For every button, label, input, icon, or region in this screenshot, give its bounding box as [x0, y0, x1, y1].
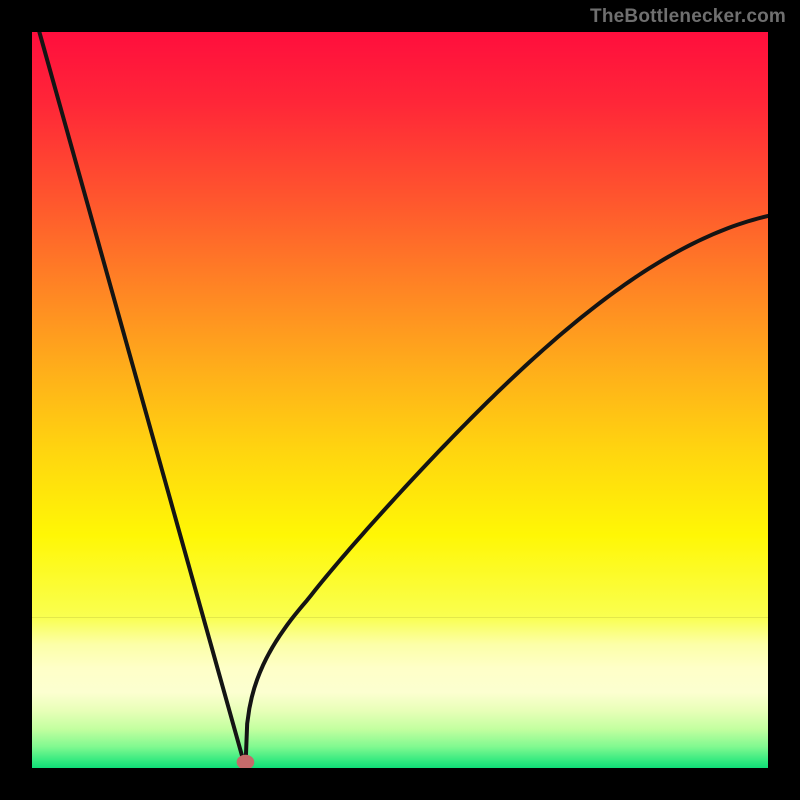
- watermark-text: TheBottlenecker.com: [590, 6, 786, 28]
- chart-svg: [32, 32, 768, 768]
- gradient-lower: [32, 617, 768, 768]
- gradient-upper: [32, 32, 768, 617]
- chart-frame: [32, 32, 768, 768]
